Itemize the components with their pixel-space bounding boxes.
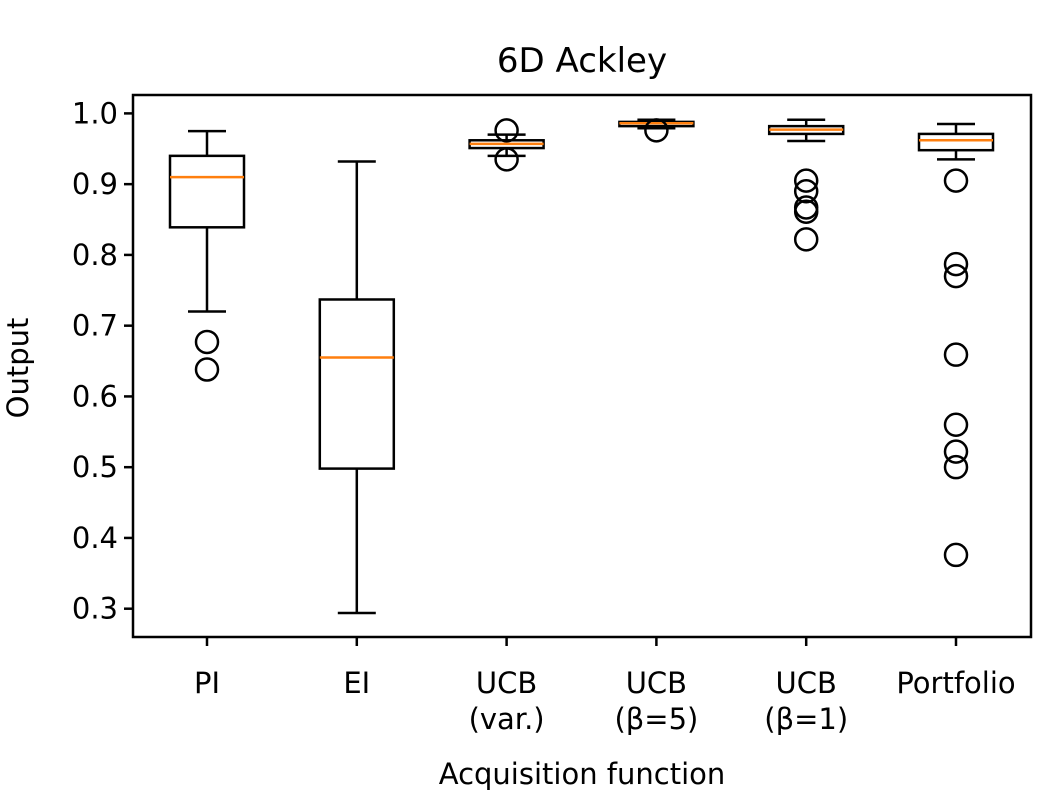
box xyxy=(917,132,995,152)
outlier-point xyxy=(943,542,969,568)
box xyxy=(318,298,396,470)
outlier-point xyxy=(194,357,220,382)
y-tick-label: 0.6 xyxy=(72,379,118,413)
outlier-point xyxy=(943,263,969,289)
box-group-4: UCB(β=1) xyxy=(764,118,848,736)
y-tick-label: 0.8 xyxy=(72,238,118,272)
box-group-3: UCB(β=5) xyxy=(614,118,698,736)
outlier-point xyxy=(943,251,969,277)
y-tick-label: 0.3 xyxy=(72,592,118,626)
box-group-1: EI xyxy=(318,160,396,700)
axes-frame xyxy=(131,93,1033,639)
box-group-5: Portfolio xyxy=(896,122,1016,700)
outlier-point xyxy=(494,118,519,143)
x-tick-label: (β=1) xyxy=(764,702,848,736)
box xyxy=(168,154,246,229)
x-tick-label: (β=5) xyxy=(614,702,698,736)
y-tick-label: 1.0 xyxy=(72,96,118,130)
outlier-point xyxy=(793,227,819,252)
x-tick-label: Portfolio xyxy=(896,666,1015,700)
x-tick-label: EI xyxy=(343,666,370,700)
outlier-point xyxy=(943,342,969,367)
outlier-point xyxy=(943,168,969,193)
box-group-2: UCB(var.) xyxy=(468,118,545,736)
outlier-point xyxy=(793,168,819,193)
box-group-0: PI xyxy=(168,129,246,700)
outlier-point xyxy=(494,147,519,172)
y-tick-label: 0.4 xyxy=(72,521,118,555)
outlier-point xyxy=(943,439,969,464)
x-tick-label: UCB xyxy=(626,666,687,700)
x-tick-label: PI xyxy=(194,666,220,700)
x-axis-label: Acquisition function xyxy=(439,757,726,791)
x-tick-label: UCB xyxy=(476,666,537,700)
outlier-point xyxy=(943,412,969,437)
chart-title: 6D Ackley xyxy=(497,41,667,81)
y-tick-label: 0.7 xyxy=(72,309,118,343)
x-tick-label: (var.) xyxy=(469,702,545,736)
y-axis-label: Output xyxy=(1,318,35,419)
outlier-point xyxy=(194,329,220,355)
outlier-point xyxy=(943,454,969,480)
plot-area: 0.30.40.50.60.70.80.91.0PI EI UCB(var.)UCB… xyxy=(72,93,1033,736)
outlier-point xyxy=(644,118,669,143)
y-tick-label: 0.5 xyxy=(72,450,118,484)
outlier-point xyxy=(793,178,819,204)
outlier-point xyxy=(793,199,819,224)
y-tick-label: 0.9 xyxy=(72,167,118,201)
x-tick-label: UCB xyxy=(776,666,837,700)
